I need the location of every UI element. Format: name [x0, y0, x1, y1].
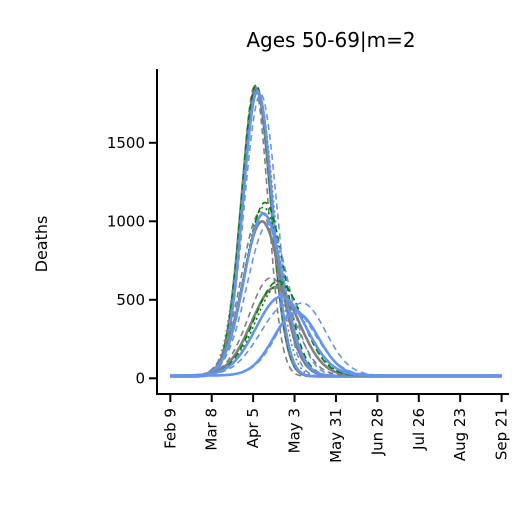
series-line-6 — [170, 89, 502, 378]
series-line-8 — [170, 211, 502, 377]
series-line-2 — [170, 85, 502, 378]
x-tick-label: Sep 21 — [493, 408, 511, 460]
x-tick-label: Jun 28 — [368, 408, 386, 456]
x-tick-label: Jul 26 — [410, 408, 428, 451]
x-tick-label: Aug 23 — [451, 408, 469, 461]
series-line-11 — [170, 206, 502, 377]
y-tick-label: 1500 — [107, 134, 145, 152]
y-axis-ticks: 0 500 1000 1500 — [107, 134, 157, 387]
x-tick-label: Feb 9 — [161, 408, 179, 449]
series-line-5 — [170, 88, 502, 378]
series-line-10 — [170, 201, 502, 377]
y-tick-label: 500 — [116, 291, 145, 309]
x-tick-label: May 3 — [286, 408, 304, 453]
y-tick-label: 0 — [135, 369, 145, 387]
x-tick-label: Apr 5 — [244, 408, 262, 448]
chart-title: Ages 50-69|m=2 — [246, 28, 415, 52]
x-axis-ticks: Feb 9 Mar 8 Apr 5 May 3 May 31 Jun 28 Jul 26 Au… — [161, 394, 511, 463]
series-line-7 — [170, 93, 502, 378]
y-tick-label: 1000 — [107, 212, 145, 230]
series-line-13 — [170, 223, 502, 377]
series-line-1 — [170, 85, 502, 378]
series-group — [170, 83, 502, 378]
y-axis-label: Deaths — [32, 216, 51, 273]
series-line-3 — [170, 89, 502, 378]
x-tick-label: May 31 — [327, 408, 345, 463]
series-line-4 — [170, 83, 502, 378]
x-tick-label: Mar 8 — [203, 408, 221, 451]
series-line-12 — [170, 212, 502, 378]
series-line-9 — [170, 219, 502, 378]
series-line-21 — [170, 311, 502, 377]
